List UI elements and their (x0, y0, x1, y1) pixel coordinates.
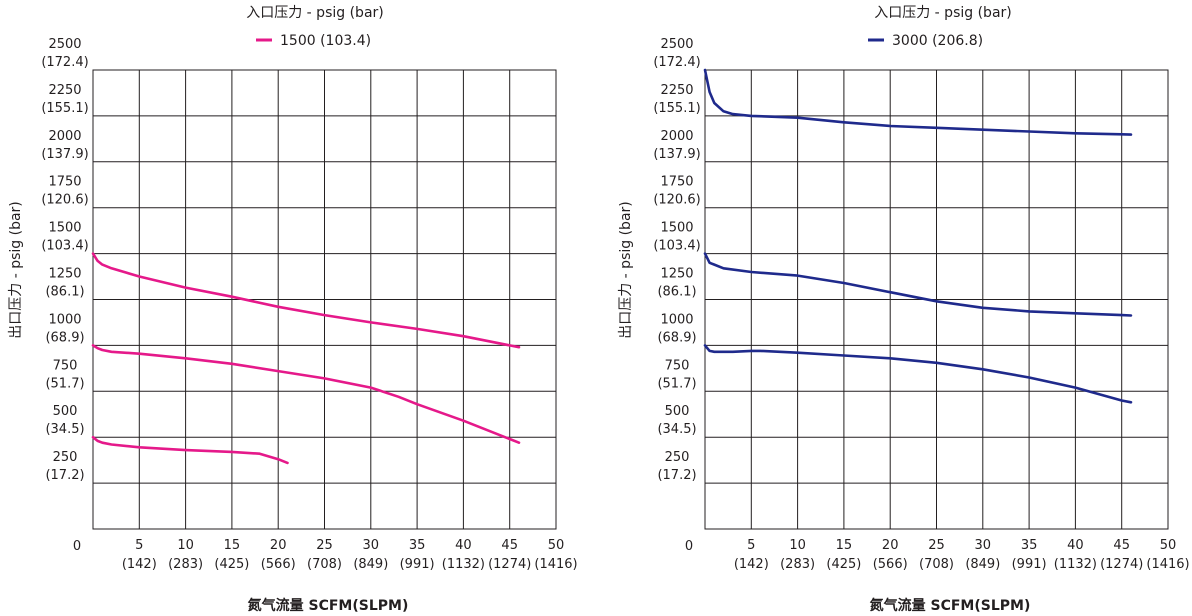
x-tick-sublabel: (566) (261, 557, 296, 572)
y-tick-label: 250 (665, 450, 690, 465)
y-tick-sublabel: (172.4) (653, 55, 700, 70)
x-tick-sublabel: (1274) (488, 557, 531, 572)
y-tick-sublabel: (155.1) (653, 101, 700, 116)
y-tick-sublabel: (86.1) (45, 285, 84, 300)
y-tick-label: 2000 (660, 129, 693, 144)
x-tick-sublabel: (1416) (1146, 557, 1189, 572)
series-line-1000 (703, 344, 1133, 404)
x-tick-sublabel: (1274) (1100, 557, 1143, 572)
y-tick-label: 500 (665, 404, 690, 419)
y-tick-label: 1250 (660, 267, 693, 282)
y-tick-sublabel: (51.7) (657, 376, 696, 391)
x-tick-sublabel: (708) (307, 557, 342, 572)
y-axis-label: 出口压力 - psig (bar) (618, 201, 634, 339)
x-tick-label: 35 (1021, 538, 1038, 553)
x-tick-label: 10 (789, 538, 806, 553)
y-tick-sublabel: (137.9) (41, 147, 88, 162)
y-tick-sublabel: (103.4) (41, 239, 88, 254)
legend-label: 1500 (103.4) (280, 33, 371, 49)
x-tick-label: 10 (177, 538, 194, 553)
x-tick-sublabel: (425) (826, 557, 861, 572)
x-tick-label: 15 (836, 538, 853, 553)
x-tick-sublabel: (991) (1012, 557, 1047, 572)
y-tick-label: 1250 (48, 267, 81, 282)
x-tick-label: 45 (501, 538, 518, 553)
x-tick-label: 25 (316, 538, 333, 553)
y-tick-label: 750 (665, 358, 690, 373)
y-tick-sublabel: (17.2) (657, 468, 696, 483)
x-tick-label: 5 (747, 538, 755, 553)
x-tick-label: 40 (455, 538, 472, 553)
y-tick-sublabel: (172.4) (41, 55, 88, 70)
y-tick-label: 1000 (660, 312, 693, 327)
y-axis-label: 出口压力 - psig (bar) (8, 201, 24, 339)
x-tick-label: 50 (548, 538, 565, 553)
y-tick-sublabel: (137.9) (653, 147, 700, 162)
y-tick-sublabel: (103.4) (653, 239, 700, 254)
y-tick-label: 1750 (48, 175, 81, 190)
series-line-1500 (703, 252, 1133, 317)
y-tick-label: 1750 (660, 175, 693, 190)
x-tick-sublabel: (283) (168, 557, 203, 572)
x-tick-sublabel: (849) (965, 557, 1000, 572)
y-tick-sublabel: (34.5) (45, 422, 84, 437)
x-tick-label: 30 (975, 538, 992, 553)
y-tick-label: 1500 (660, 221, 693, 236)
x-tick-sublabel: (142) (122, 557, 157, 572)
y-tick-sublabel: (120.6) (41, 193, 88, 208)
y-tick-sublabel: (68.9) (657, 330, 696, 345)
x-tick-label: 25 (928, 538, 945, 553)
y-tick-sublabel: (120.6) (653, 193, 700, 208)
y-tick-sublabel: (68.9) (45, 330, 84, 345)
y-tick-label: 1500 (48, 221, 81, 236)
x-tick-sublabel: (708) (919, 557, 954, 572)
origin-label: 0 (73, 539, 81, 554)
x-tick-sublabel: (849) (353, 557, 388, 572)
y-tick-sublabel: (17.2) (45, 468, 84, 483)
chart-1500: 5 (142) 10 (283) 15 (425) 20 (566) 25 (708) 30 (849… (8, 5, 578, 614)
x-tick-sublabel: (1132) (1054, 557, 1097, 572)
y-tick-sublabel: (51.7) (45, 376, 84, 391)
y-tick-label: 2000 (48, 129, 81, 144)
series-line-3000 (703, 68, 1133, 136)
series-line-500 (91, 435, 289, 465)
y-tick-sublabel: (86.1) (657, 285, 696, 300)
origin-label: 0 (685, 539, 693, 554)
y-tick-label: 1000 (48, 312, 81, 327)
x-tick-label: 40 (1067, 538, 1084, 553)
y-tick-label: 2500 (48, 37, 81, 52)
x-tick-label: 30 (363, 538, 380, 553)
series-line-1000 (91, 344, 521, 444)
x-tick-sublabel: (425) (214, 557, 249, 572)
x-tick-label: 20 (882, 538, 899, 553)
x-axis-label: 氮气流量 SCFM(SLPM) (247, 597, 409, 614)
y-tick-label: 500 (53, 404, 78, 419)
x-tick-sublabel: (142) (734, 557, 769, 572)
x-tick-sublabel: (991) (400, 557, 435, 572)
y-tick-label: 2500 (660, 37, 693, 52)
y-tick-label: 750 (53, 358, 78, 373)
y-tick-label: 250 (53, 450, 78, 465)
x-tick-sublabel: (566) (873, 557, 908, 572)
x-tick-label: 20 (270, 538, 287, 553)
x-tick-sublabel: (1132) (442, 557, 485, 572)
chart-3000: 5 (142) 10 (283) 15 (425) 20 (566) 25 (708) 30 (849… (618, 5, 1190, 614)
x-tick-label: 5 (135, 538, 143, 553)
x-tick-label: 35 (409, 538, 426, 553)
x-tick-label: 50 (1160, 538, 1177, 553)
y-tick-label: 2250 (48, 83, 81, 98)
series-line-1500 (91, 252, 521, 349)
y-tick-sublabel: (34.5) (657, 422, 696, 437)
x-tick-sublabel: (1416) (534, 557, 577, 572)
legend-title: 入口压力 - psig (bar) (874, 5, 1012, 21)
y-tick-sublabel: (155.1) (41, 101, 88, 116)
x-tick-label: 15 (224, 538, 241, 553)
x-axis-label: 氮气流量 SCFM(SLPM) (869, 597, 1031, 614)
legend-title: 入口压力 - psig (bar) (246, 5, 384, 21)
x-tick-sublabel: (283) (780, 557, 815, 572)
legend-label: 3000 (206.8) (892, 33, 983, 49)
y-tick-label: 2250 (660, 83, 693, 98)
x-tick-label: 45 (1113, 538, 1130, 553)
